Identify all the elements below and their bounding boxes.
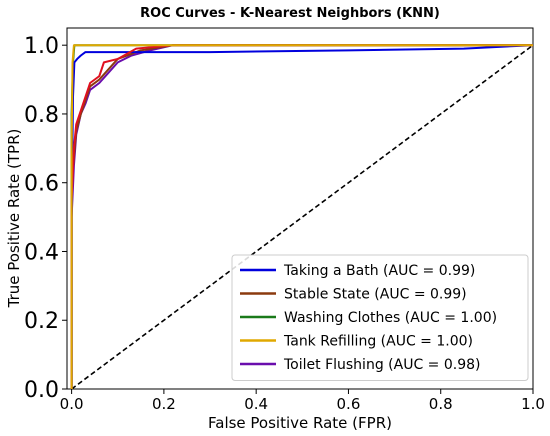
y-tick-label: 0.4 [24, 240, 59, 265]
series-line-3 [70, 44, 533, 389]
plot-frame [66, 27, 534, 390]
y-tick-label: 0.8 [24, 103, 59, 128]
x-tick-label: 0.8 [429, 395, 453, 413]
legend-entry: Taking a Bath (AUC = 0.99) [283, 263, 475, 279]
x-tick-label: 0.0 [60, 395, 84, 413]
series-group [70, 44, 533, 389]
y-tick-label: 0.2 [24, 309, 59, 334]
legend-entry: Stable State (AUC = 0.99) [284, 287, 467, 303]
series-line-5 [70, 44, 533, 389]
plot-area: 0.0 0.2 0.4 0.6 0.8 1.0 0.0 0.2 0.4 0.6 0.8 1.0 [24, 27, 545, 413]
legend: Taking a Bath (AUC = 0.99) Stable State (… [231, 254, 529, 381]
x-tick-label: 0.2 [152, 395, 176, 413]
x-axis-label: False Positive Rate (FPR) [208, 414, 392, 432]
legend-entry: Toilet Flushing (AUC = 0.98) [283, 357, 480, 373]
chart-title: ROC Curves - K-Nearest Neighbors (KNN) [140, 6, 440, 21]
y-tick-label: 0.6 [24, 172, 59, 197]
x-tick-label: 0.4 [244, 395, 268, 413]
x-tick-label: 1.0 [521, 395, 545, 413]
legend-entry: Washing Clothes (AUC = 1.00) [284, 310, 497, 326]
legend-entry: Tank Refilling (AUC = 1.00) [283, 334, 473, 350]
y-axis-label: True Positive Rate (TPR) [5, 129, 23, 309]
y-tick-label: 1.0 [24, 34, 59, 59]
x-tick-label: 0.6 [337, 395, 361, 413]
legend-box [231, 254, 529, 381]
y-tick-label: 0.0 [24, 378, 59, 403]
